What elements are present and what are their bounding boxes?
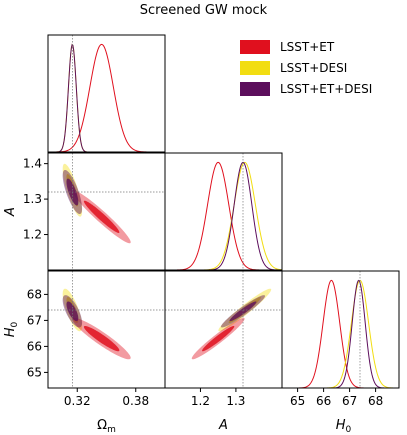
marginal-lsst-desi <box>48 43 165 152</box>
legend-item-lsst-et: LSST+ET <box>240 36 372 57</box>
marginal-lsst-et <box>48 43 165 152</box>
y-tick-label: 67 <box>27 313 42 327</box>
y-tick-label: 66 <box>27 339 42 353</box>
legend-label: LSST+ET <box>280 39 335 54</box>
y-axis-label-h0: H0 <box>3 321 20 337</box>
marginal-lsst-et-desi <box>282 279 399 388</box>
x-tick-label: 65 <box>290 394 305 408</box>
panel-Omega_m-H0 <box>48 271 165 388</box>
panel-1d-Omega_m <box>48 35 165 152</box>
marginal-lsst-desi <box>282 279 399 388</box>
legend-swatch <box>240 39 270 54</box>
y-tick-label: 68 <box>27 287 42 301</box>
panel-Omega_m-A <box>48 153 165 270</box>
marginal-lsst-desi <box>165 161 282 270</box>
contour-68-lsst-et <box>83 325 120 352</box>
y-tick-label: 65 <box>27 365 42 379</box>
panel-frame <box>47 270 166 389</box>
x-axis-label-omega: Ωm <box>97 418 116 435</box>
x-axis-label-h0: H0 <box>336 418 352 435</box>
panel-frame <box>281 270 400 389</box>
y-tick-label: 1.3 <box>23 192 42 206</box>
marginal-lsst-et-desi <box>165 161 282 270</box>
panel-frame <box>164 152 283 271</box>
x-tick-label: 0.32 <box>64 394 91 408</box>
marginal-lsst-et-desi <box>48 43 165 152</box>
subscript: m <box>107 425 116 435</box>
y-axis-label-a: A <box>3 207 18 217</box>
legend-swatch <box>240 81 270 96</box>
y-tick-label: 1.4 <box>23 157 42 171</box>
marginal-lsst-et <box>165 161 282 270</box>
legend: LSST+ET LSST+DESI LSST+ET+DESI <box>240 36 372 99</box>
subscript: 0 <box>346 425 352 435</box>
legend-label: LSST+ET+DESI <box>280 81 373 96</box>
panel-1d-H0 <box>282 271 399 388</box>
panel-A-H0 <box>165 271 282 388</box>
legend-item-lsst-desi: LSST+DESI <box>240 57 372 78</box>
panel-1d-A <box>165 153 282 270</box>
legend-label: LSST+DESI <box>280 60 348 75</box>
chart-title: Screened GW mock <box>139 3 268 18</box>
x-tick-label: 1.3 <box>226 394 245 408</box>
marginal-lsst-et <box>282 279 399 388</box>
panel-frame <box>47 34 166 153</box>
x-axis-label-a: A <box>218 418 228 433</box>
legend-swatch <box>240 60 270 75</box>
subscript: 0 <box>10 321 20 327</box>
legend-item-lsst-et-desi: LSST+ET+DESI <box>240 78 372 99</box>
x-tick-label: 68 <box>368 394 383 408</box>
y-tick-label: 1.2 <box>23 228 42 242</box>
x-tick-label: 1.2 <box>191 394 210 408</box>
contour-68-lsst-et <box>202 325 235 352</box>
contour-68-lsst-et <box>83 200 120 233</box>
x-tick-label: 0.38 <box>122 394 149 408</box>
x-tick-label: 67 <box>342 394 357 408</box>
x-tick-label: 66 <box>316 394 331 408</box>
